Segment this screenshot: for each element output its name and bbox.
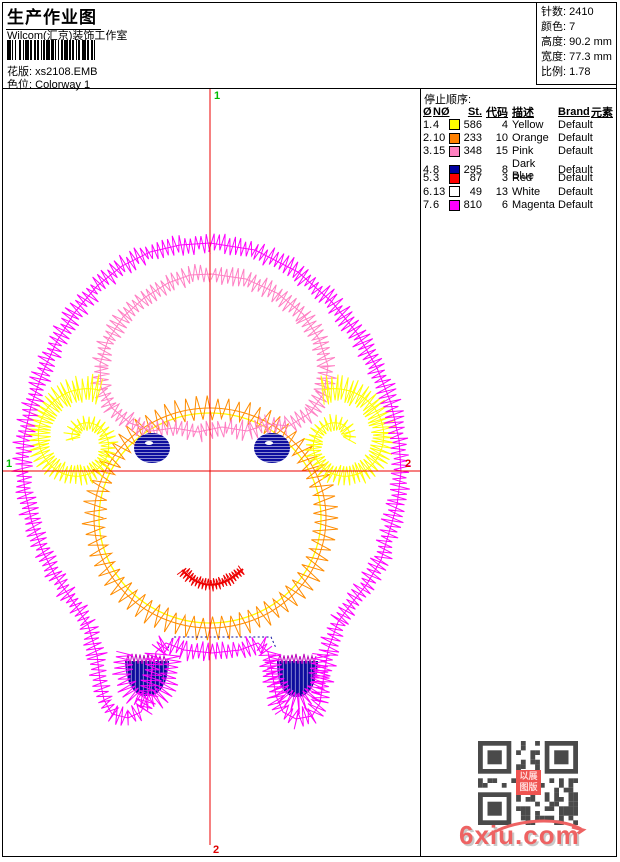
colorway-row: 色位: Colorway 1 [7,76,90,92]
header: 生产作业图 Wilcom(汇京)装饰工作室 花版: xs2108.EMB 色位:… [3,3,616,92]
color-row: 3. 15 348 15 Pink Default [423,145,593,158]
design-canvas: 1 1 2 2 [3,89,420,856]
colorway-value: Colorway 1 [35,79,91,91]
stat-line: 高度: 90.2 mm [541,36,612,48]
colorway-label: 色位: [7,79,33,91]
stat-line: 宽度: 77.3 mm [541,51,612,63]
barcode [7,40,100,60]
company-name: Wilcom(汇京)装饰工作室 [7,30,128,42]
color-table: Ø NØ St. 代码 描述 Brand 元素 1. 4 586 4 Yellow Default 2. 1… [423,104,616,212]
qr-stamp-line1: 以展 [519,771,538,781]
qr-code-wrap: 以展 图版 [478,741,578,825]
thread-color-swatch [449,145,460,157]
color-row: 5. 3 87 3 Red Default [423,172,593,185]
crosshair-label: 2 [405,458,411,470]
pattern-file-row: 花版: xs2108.EMB [7,63,98,79]
design-area: 1 1 2 2 [3,89,420,857]
crosshair-label: 1 [6,458,12,470]
pattern-value: xs2108.EMB [35,66,98,78]
qr-stamp-line2: 图版 [519,782,538,792]
color-row: 4. 8 295 8 Dark Blue Default [423,158,593,183]
stats-box: 针数: 2410 颜色: 7 高度: 90.2 mm 宽度: 77.3 mm 比例: 1… [536,3,616,85]
crosshair-label: 1 [214,90,220,102]
stat-line: 颜色: 7 [541,21,576,33]
color-sequence-panel: 停止顺序: Ø NØ St. 代码 描述 Brand 元素 1. 4 586 4 Yellow Defa… [420,89,617,857]
color-row: 6. 13 49 13 White Default [423,185,593,198]
color-row: 1. 4 586 4 Yellow Default [423,118,593,131]
thread-color-swatch [449,172,460,184]
stat-line: 针数: 2410 [541,6,594,18]
color-row: 7. 6 810 6 Magenta Default [423,199,593,212]
thread-color-swatch [449,132,460,144]
stat-line: 比例: 1.78 [541,66,591,78]
color-table-header: Ø NØ St. 代码 描述 Brand 元素 [423,106,613,119]
stop-order-label: 停止顺序: [424,94,472,106]
pattern-label: 花版: [7,66,33,78]
thread-color-swatch [449,119,460,131]
crosshair-label: 2 [213,844,219,856]
thread-color-swatch [449,186,460,198]
qr-stamp: 以展 图版 [516,770,541,795]
page-title: 生产作业图 [6,3,101,30]
thread-color-swatch [449,199,460,211]
watermark-6xiu: 6xiu.com [459,820,580,850]
color-row: 2. 10 233 10 Orange Default [423,132,593,145]
